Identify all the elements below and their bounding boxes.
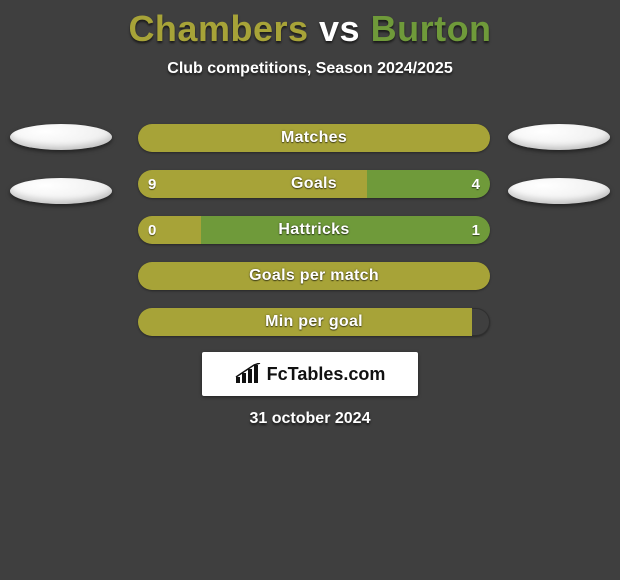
brand-text-prefix: Fc	[267, 364, 288, 384]
stat-label: Min per goal	[138, 308, 490, 336]
stat-bar: Min per goal	[138, 308, 490, 336]
stat-bar: 94Goals	[138, 170, 490, 198]
stat-label: Goals per match	[138, 262, 490, 290]
stat-label: Hattricks	[138, 216, 490, 244]
stat-label: Matches	[138, 124, 490, 152]
title-vs: vs	[319, 8, 360, 49]
avatar-player2-small	[508, 178, 610, 204]
stat-bar: Goals per match	[138, 262, 490, 290]
title-player2: Burton	[371, 8, 492, 49]
subtitle: Club competitions, Season 2024/2025	[0, 60, 620, 78]
brand-text-rest: Tables.com	[288, 364, 386, 384]
stat-bar: Matches	[138, 124, 490, 152]
comparison-bars: Matches 94Goals 01Hattricks Goals per match…	[138, 124, 490, 354]
avatar-player1-small	[10, 178, 112, 204]
brand-chart-icon	[235, 363, 261, 385]
brand-badge: FcTables.com	[202, 352, 418, 396]
avatar-player1-large	[10, 124, 112, 150]
title-player1: Chambers	[128, 8, 308, 49]
date-label: 31 october 2024	[0, 410, 620, 428]
page-title: Chambers vs Burton	[0, 0, 620, 50]
stat-label: Goals	[138, 170, 490, 198]
brand-text: FcTables.com	[267, 364, 386, 385]
avatar-player2-large	[508, 124, 610, 150]
comparison-infographic: Chambers vs Burton Club competitions, Se…	[0, 0, 620, 580]
stat-bar: 01Hattricks	[138, 216, 490, 244]
